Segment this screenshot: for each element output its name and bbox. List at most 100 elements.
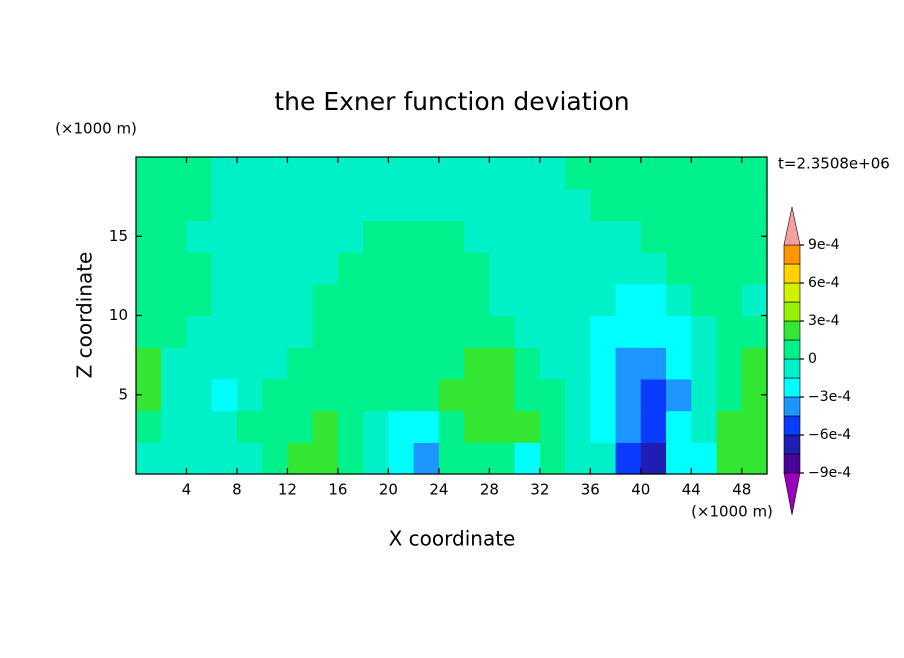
contour-cell bbox=[262, 410, 289, 443]
contour-cell bbox=[186, 252, 213, 285]
contour-cell bbox=[640, 315, 667, 348]
x-tick-label: 4 bbox=[182, 481, 192, 499]
contour-cell bbox=[312, 378, 339, 412]
contour-cell bbox=[615, 315, 642, 348]
colorbar-tick-label: 3e-4 bbox=[808, 313, 840, 329]
contour-cell bbox=[590, 410, 617, 443]
contour-cell bbox=[136, 252, 162, 285]
contour-cell bbox=[413, 157, 440, 190]
contour-cell bbox=[565, 410, 591, 443]
contour-cell bbox=[337, 283, 364, 317]
contour-cell bbox=[615, 188, 642, 221]
contour-cell bbox=[590, 157, 617, 190]
contour-cell bbox=[640, 188, 667, 221]
contour-cell bbox=[363, 283, 389, 317]
contour-cell bbox=[262, 252, 289, 285]
contour-cell bbox=[388, 157, 415, 190]
contour-cell bbox=[186, 157, 213, 190]
contour-cell bbox=[716, 157, 743, 190]
contour-cell bbox=[691, 347, 718, 380]
contour-cell bbox=[716, 315, 743, 348]
contour-cell bbox=[363, 347, 389, 380]
contour-cell bbox=[590, 188, 617, 221]
contour-cell bbox=[565, 283, 591, 317]
contour-cell bbox=[236, 252, 263, 285]
contour-cell bbox=[691, 188, 718, 221]
contour-cell bbox=[464, 157, 490, 190]
contour-cell bbox=[716, 378, 743, 412]
contour-cell bbox=[413, 347, 440, 380]
contour-cell bbox=[287, 378, 314, 412]
contour-cell bbox=[337, 220, 364, 253]
contour-cell bbox=[186, 188, 213, 221]
contour-cell bbox=[161, 347, 188, 380]
colorbar-box bbox=[783, 320, 801, 341]
contour-cell bbox=[262, 315, 289, 348]
contour-cell bbox=[287, 252, 314, 285]
contour-cell bbox=[312, 347, 339, 380]
contour-cell bbox=[438, 283, 465, 317]
contour-cell bbox=[464, 252, 490, 285]
contour-cell bbox=[640, 347, 667, 380]
contour-cell bbox=[262, 283, 289, 317]
contour-cell bbox=[438, 410, 465, 443]
contour-cell bbox=[337, 252, 364, 285]
contour-cell bbox=[161, 188, 188, 221]
contour-cell bbox=[489, 252, 516, 285]
contour-cell bbox=[489, 378, 516, 412]
contour-cell bbox=[388, 378, 415, 412]
colorbar-tick-label: 0 bbox=[808, 351, 817, 367]
contour-cell bbox=[590, 442, 617, 475]
contour-cell bbox=[489, 220, 516, 253]
contour-cell bbox=[136, 410, 162, 443]
contour-cell bbox=[489, 410, 516, 443]
colorbar-tick-label: −9e-4 bbox=[808, 465, 851, 481]
contour-cell bbox=[514, 157, 541, 190]
contour-cell bbox=[236, 157, 263, 190]
contour-cell bbox=[287, 315, 314, 348]
contour-cell bbox=[539, 188, 566, 221]
colorbar-tick-label: 6e-4 bbox=[808, 275, 840, 291]
contour-cell bbox=[287, 188, 314, 221]
contour-cell bbox=[413, 410, 440, 443]
contour-cell bbox=[514, 283, 541, 317]
contour-cell bbox=[716, 220, 743, 253]
contour-cell bbox=[211, 378, 238, 412]
contour-cell bbox=[211, 347, 238, 380]
contour-cell bbox=[186, 283, 213, 317]
contour-cell bbox=[640, 220, 667, 253]
contour-cell bbox=[565, 315, 591, 348]
x-unit: (×1000 m) bbox=[691, 503, 773, 521]
contour-cell bbox=[236, 347, 263, 380]
contour-cell bbox=[413, 378, 440, 412]
contour-cell bbox=[337, 188, 364, 221]
contour-cell bbox=[716, 283, 743, 317]
contour-cell bbox=[211, 315, 238, 348]
contour-cell bbox=[640, 283, 667, 317]
contour-cell bbox=[691, 410, 718, 443]
contour-cell bbox=[438, 315, 465, 348]
colorbar-tick-label: −3e-4 bbox=[808, 389, 851, 405]
contour-cell bbox=[287, 283, 314, 317]
colorbar-tick-label: −6e-4 bbox=[808, 427, 851, 443]
contour-cell bbox=[161, 315, 188, 348]
contour-cell bbox=[363, 378, 389, 412]
colorbar-box bbox=[783, 339, 801, 360]
contour-cell bbox=[514, 347, 541, 380]
contour-cell bbox=[590, 315, 617, 348]
contour-cell bbox=[236, 315, 263, 348]
contour-cell bbox=[413, 188, 440, 221]
contour-cell bbox=[312, 315, 339, 348]
contour-cell bbox=[363, 252, 389, 285]
contour-cell bbox=[539, 442, 566, 475]
contour-cell bbox=[590, 283, 617, 317]
contour-cell bbox=[161, 157, 188, 190]
contour-cell bbox=[312, 442, 339, 475]
contour-cell bbox=[413, 252, 440, 285]
contour-cell bbox=[666, 315, 692, 348]
contour-cell bbox=[388, 283, 415, 317]
contour-cell bbox=[136, 347, 162, 380]
x-tick-label: 12 bbox=[278, 481, 297, 499]
contour-cell bbox=[312, 188, 339, 221]
contour-cell bbox=[464, 283, 490, 317]
